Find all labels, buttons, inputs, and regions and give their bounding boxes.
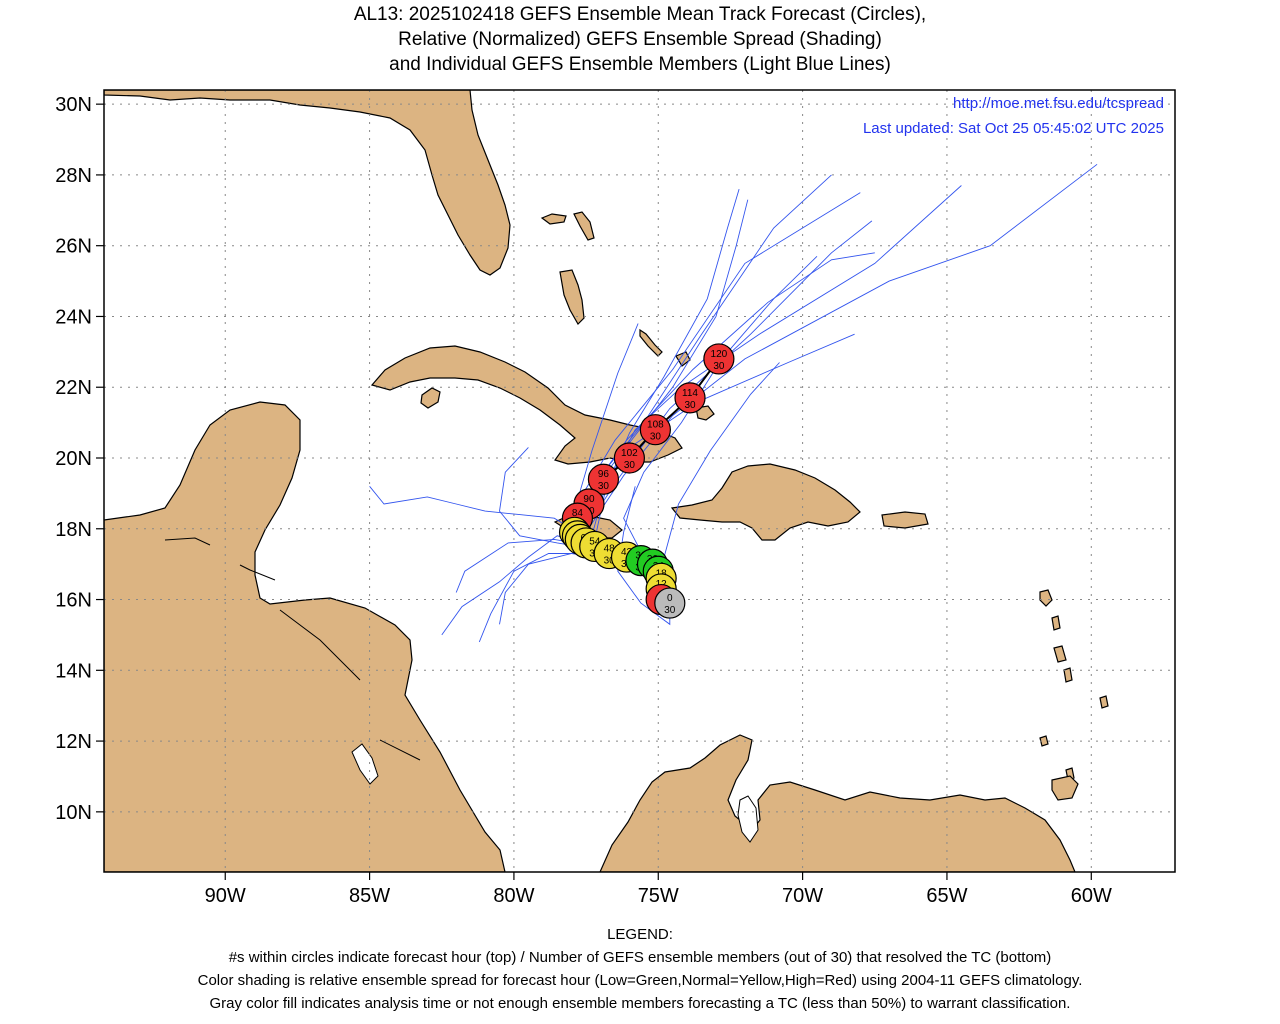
lat-tick-label: 10N [55,802,92,824]
lesser-antilles-land [1039,589,1109,781]
forecast-hour-label: 42 [621,547,633,558]
forecast-hour-label: 114 [682,388,698,399]
forecast-circle [654,587,686,619]
member-count-label: 30 [604,556,616,567]
turks-caicos-land [695,405,715,421]
bahamas-abaco-land [573,211,595,241]
forecast-hour-label: 102 [621,448,638,459]
lon-tick-label: 70W [782,885,823,907]
border-lines [164,537,421,761]
bahamas-grand-land [540,213,567,225]
source-url: http://moe.met.fsu.edu/tcspread [953,95,1164,112]
lon-tick-label: 85W [349,885,390,907]
cuba-land [370,345,683,465]
lat-tick-label: 26N [55,236,92,258]
forecast-circle [613,442,645,474]
isla-juventud-land [420,387,441,409]
axis-ticks: 30N 28N 26N 24N 22N 20N 18N 16N 14N 12N 10N 90W 85W 8… [55,94,1112,907]
lat-tick-label: 18N [55,519,92,541]
forecast-hour-label: 54 [589,536,601,547]
lat-tick-label: 20N [55,448,92,470]
lake-maracaibo [737,795,759,843]
lon-tick-label: 90W [205,885,246,907]
andros-land [559,269,585,325]
inagua-land [675,351,691,367]
title-line-2: Relative (Normalized) GEFS Ensemble Spre… [398,29,882,50]
forecast-hour-label: 96 [598,469,610,480]
member-count-label: 30 [650,432,662,443]
south-america-land [599,734,1076,872]
forecast-circle [639,414,671,446]
lat-tick-label: 22N [55,377,92,399]
land-layer [104,90,1109,872]
central-america-land [104,401,506,872]
forecast-hour-label: 0 [667,593,673,604]
map-frame [103,89,1176,873]
member-count-label: 30 [664,605,676,616]
forecast-hour-label: 48 [604,544,616,555]
hispaniola-land [670,463,861,541]
lon-tick-label: 60W [1071,885,1112,907]
lat-tick-label: 14N [55,660,92,682]
last-updated: Last updated: Sat Oct 25 05:45:02 UTC 20… [863,120,1164,137]
lon-tick-label: 75W [638,885,679,907]
member-count-label: 30 [598,481,610,492]
lon-tick-label: 65W [926,885,967,907]
forecast-hour-label: 108 [647,420,664,431]
legend: LEGEND: #s within circles indicate forec… [0,923,1280,1015]
legend-line-1: #s within circles indicate forecast hour… [228,949,1052,966]
member-count-label: 30 [624,460,636,471]
legend-line-2: Color shading is relative ensemble sprea… [197,972,1083,989]
lat-tick-label: 28N [55,165,92,187]
forecast-circle [674,382,706,414]
lat-tick-label: 24N [55,306,92,328]
forecast-point: 030 [654,587,686,619]
forecast-circle [703,343,735,375]
mean-track-circles: 1203011430108301023096309030843078307230… [558,343,735,619]
lat-tick-label: 16N [55,590,92,612]
lat-tick-label: 12N [55,731,92,753]
title-line-1: AL13: 2025102418 GEFS Ensemble Mean Trac… [353,4,927,25]
forecast-hour-label: 120 [711,349,728,360]
map-title: AL13: 2025102418 GEFS Ensemble Mean Trac… [0,2,1280,77]
forecast-circle [587,463,620,495]
puerto-rico-land [881,511,929,529]
trinidad-land [1051,775,1079,801]
member-count-label: 30 [713,361,725,372]
member-count-label: 30 [684,400,696,411]
legend-line-3: Gray color fill indicates analysis time … [209,995,1071,1012]
title-line-3: and Individual GEFS Ensemble Members (Li… [389,54,891,75]
lake-nicaragua [351,743,379,785]
lat-tick-label: 30N [55,94,92,116]
lon-tick-label: 80W [493,885,534,907]
legend-heading: LEGEND: [607,926,673,943]
forecast-hour-label: 84 [572,508,584,519]
bahamas-eleuthera-land [639,328,663,357]
member-track-line [617,486,671,626]
forecast-hour-label: 90 [583,494,595,505]
